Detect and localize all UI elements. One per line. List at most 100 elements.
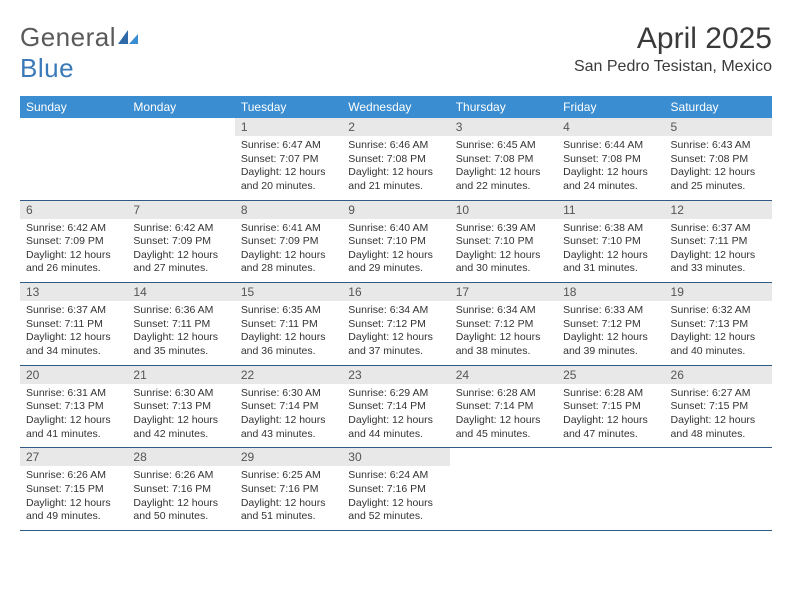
sunrise-text: Sunrise: 6:29 AM	[348, 387, 443, 401]
sunset-text: Sunset: 7:10 PM	[348, 235, 443, 249]
sunrise-text: Sunrise: 6:26 AM	[26, 469, 121, 483]
calendar-cell: 13Sunrise: 6:37 AMSunset: 7:11 PMDayligh…	[20, 283, 127, 366]
sunset-text: Sunset: 7:11 PM	[26, 318, 121, 332]
sunset-text: Sunset: 7:14 PM	[456, 400, 551, 414]
day-info: Sunrise: 6:44 AMSunset: 7:08 PMDaylight:…	[557, 136, 664, 200]
daylight-text-2: and 52 minutes.	[348, 510, 443, 524]
sunset-text: Sunset: 7:16 PM	[241, 483, 336, 497]
daylight-text-2: and 43 minutes.	[241, 428, 336, 442]
calendar-cell: 6Sunrise: 6:42 AMSunset: 7:09 PMDaylight…	[20, 200, 127, 283]
sunrise-text: Sunrise: 6:36 AM	[133, 304, 228, 318]
daylight-text-2: and 31 minutes.	[563, 262, 658, 276]
daylight-text-2: and 51 minutes.	[241, 510, 336, 524]
calendar-cell: ..	[20, 118, 127, 200]
day-info: Sunrise: 6:45 AMSunset: 7:08 PMDaylight:…	[450, 136, 557, 200]
sunrise-text: Sunrise: 6:33 AM	[563, 304, 658, 318]
day-info: Sunrise: 6:29 AMSunset: 7:14 PMDaylight:…	[342, 384, 449, 448]
sunset-text: Sunset: 7:07 PM	[241, 153, 336, 167]
daylight-text-2: and 49 minutes.	[26, 510, 121, 524]
daylight-text-2: and 33 minutes.	[671, 262, 766, 276]
day-number: 22	[235, 366, 342, 384]
day-number: 29	[235, 448, 342, 466]
daylight-text-2: and 21 minutes.	[348, 180, 443, 194]
daylight-text-2: and 20 minutes.	[241, 180, 336, 194]
day-info: Sunrise: 6:28 AMSunset: 7:15 PMDaylight:…	[557, 384, 664, 448]
daylight-text-2: and 44 minutes.	[348, 428, 443, 442]
sunset-text: Sunset: 7:16 PM	[348, 483, 443, 497]
daylight-text-2: and 42 minutes.	[133, 428, 228, 442]
calendar-table: SundayMondayTuesdayWednesdayThursdayFrid…	[20, 96, 772, 531]
calendar-cell: ..	[665, 448, 772, 531]
daylight-text-1: Daylight: 12 hours	[133, 414, 228, 428]
daylight-text-2: and 26 minutes.	[26, 262, 121, 276]
day-info: Sunrise: 6:37 AMSunset: 7:11 PMDaylight:…	[20, 301, 127, 365]
calendar-cell: 1Sunrise: 6:47 AMSunset: 7:07 PMDaylight…	[235, 118, 342, 200]
calendar-cell: 29Sunrise: 6:25 AMSunset: 7:16 PMDayligh…	[235, 448, 342, 531]
calendar-week: 13Sunrise: 6:37 AMSunset: 7:11 PMDayligh…	[20, 283, 772, 366]
sunrise-text: Sunrise: 6:27 AM	[671, 387, 766, 401]
calendar-cell: 21Sunrise: 6:30 AMSunset: 7:13 PMDayligh…	[127, 365, 234, 448]
calendar-cell: ..	[450, 448, 557, 531]
calendar-cell: 9Sunrise: 6:40 AMSunset: 7:10 PMDaylight…	[342, 200, 449, 283]
sunset-text: Sunset: 7:12 PM	[456, 318, 551, 332]
daylight-text-2: and 22 minutes.	[456, 180, 551, 194]
calendar-body: .... 1Sunrise: 6:47 AMSunset: 7:07 PMDayl…	[20, 118, 772, 530]
day-info: Sunrise: 6:40 AMSunset: 7:10 PMDaylight:…	[342, 219, 449, 283]
day-number: 20	[20, 366, 127, 384]
sunset-text: Sunset: 7:11 PM	[133, 318, 228, 332]
day-number: 1	[235, 118, 342, 136]
header: GeneralBlue April 2025 San Pedro Tesista…	[20, 22, 772, 84]
calendar-cell: 24Sunrise: 6:28 AMSunset: 7:14 PMDayligh…	[450, 365, 557, 448]
daylight-text-1: Daylight: 12 hours	[348, 497, 443, 511]
daylight-text-1: Daylight: 12 hours	[563, 249, 658, 263]
sunset-text: Sunset: 7:15 PM	[26, 483, 121, 497]
sunrise-text: Sunrise: 6:37 AM	[671, 222, 766, 236]
day-info: Sunrise: 6:28 AMSunset: 7:14 PMDaylight:…	[450, 384, 557, 448]
daylight-text-2: and 30 minutes.	[456, 262, 551, 276]
day-info: Sunrise: 6:34 AMSunset: 7:12 PMDaylight:…	[342, 301, 449, 365]
day-header: Sunday	[20, 96, 127, 118]
daylight-text-1: Daylight: 12 hours	[671, 249, 766, 263]
sunrise-text: Sunrise: 6:37 AM	[26, 304, 121, 318]
location: San Pedro Tesistan, Mexico	[574, 58, 772, 76]
daylight-text-1: Daylight: 12 hours	[348, 414, 443, 428]
daylight-text-2: and 25 minutes.	[671, 180, 766, 194]
day-number: 30	[342, 448, 449, 466]
calendar-cell: 30Sunrise: 6:24 AMSunset: 7:16 PMDayligh…	[342, 448, 449, 531]
calendar-cell: 22Sunrise: 6:30 AMSunset: 7:14 PMDayligh…	[235, 365, 342, 448]
calendar-cell: 28Sunrise: 6:26 AMSunset: 7:16 PMDayligh…	[127, 448, 234, 531]
sunrise-text: Sunrise: 6:39 AM	[456, 222, 551, 236]
day-number: 10	[450, 201, 557, 219]
day-number: 28	[127, 448, 234, 466]
daylight-text-1: Daylight: 12 hours	[563, 414, 658, 428]
day-number: 7	[127, 201, 234, 219]
logo: GeneralBlue	[20, 22, 140, 84]
calendar-cell: 14Sunrise: 6:36 AMSunset: 7:11 PMDayligh…	[127, 283, 234, 366]
daylight-text-1: Daylight: 12 hours	[456, 166, 551, 180]
daylight-text-2: and 24 minutes.	[563, 180, 658, 194]
calendar-week: 27Sunrise: 6:26 AMSunset: 7:15 PMDayligh…	[20, 448, 772, 531]
daylight-text-2: and 45 minutes.	[456, 428, 551, 442]
logo-text: GeneralBlue	[20, 22, 140, 84]
daylight-text-1: Daylight: 12 hours	[26, 249, 121, 263]
daylight-text-1: Daylight: 12 hours	[133, 249, 228, 263]
daylight-text-1: Daylight: 12 hours	[456, 331, 551, 345]
sunset-text: Sunset: 7:09 PM	[26, 235, 121, 249]
day-info: Sunrise: 6:32 AMSunset: 7:13 PMDaylight:…	[665, 301, 772, 365]
daylight-text-2: and 34 minutes.	[26, 345, 121, 359]
day-info: Sunrise: 6:47 AMSunset: 7:07 PMDaylight:…	[235, 136, 342, 200]
daylight-text-1: Daylight: 12 hours	[671, 414, 766, 428]
sunset-text: Sunset: 7:13 PM	[26, 400, 121, 414]
sunrise-text: Sunrise: 6:28 AM	[563, 387, 658, 401]
daylight-text-2: and 50 minutes.	[133, 510, 228, 524]
sunrise-text: Sunrise: 6:34 AM	[348, 304, 443, 318]
day-number: 14	[127, 283, 234, 301]
sunrise-text: Sunrise: 6:40 AM	[348, 222, 443, 236]
sunset-text: Sunset: 7:09 PM	[241, 235, 336, 249]
title-block: April 2025 San Pedro Tesistan, Mexico	[574, 22, 772, 76]
calendar-cell: 3Sunrise: 6:45 AMSunset: 7:08 PMDaylight…	[450, 118, 557, 200]
calendar-cell: 19Sunrise: 6:32 AMSunset: 7:13 PMDayligh…	[665, 283, 772, 366]
day-info: Sunrise: 6:26 AMSunset: 7:16 PMDaylight:…	[127, 466, 234, 530]
day-info: Sunrise: 6:26 AMSunset: 7:15 PMDaylight:…	[20, 466, 127, 530]
daylight-text-1: Daylight: 12 hours	[133, 497, 228, 511]
